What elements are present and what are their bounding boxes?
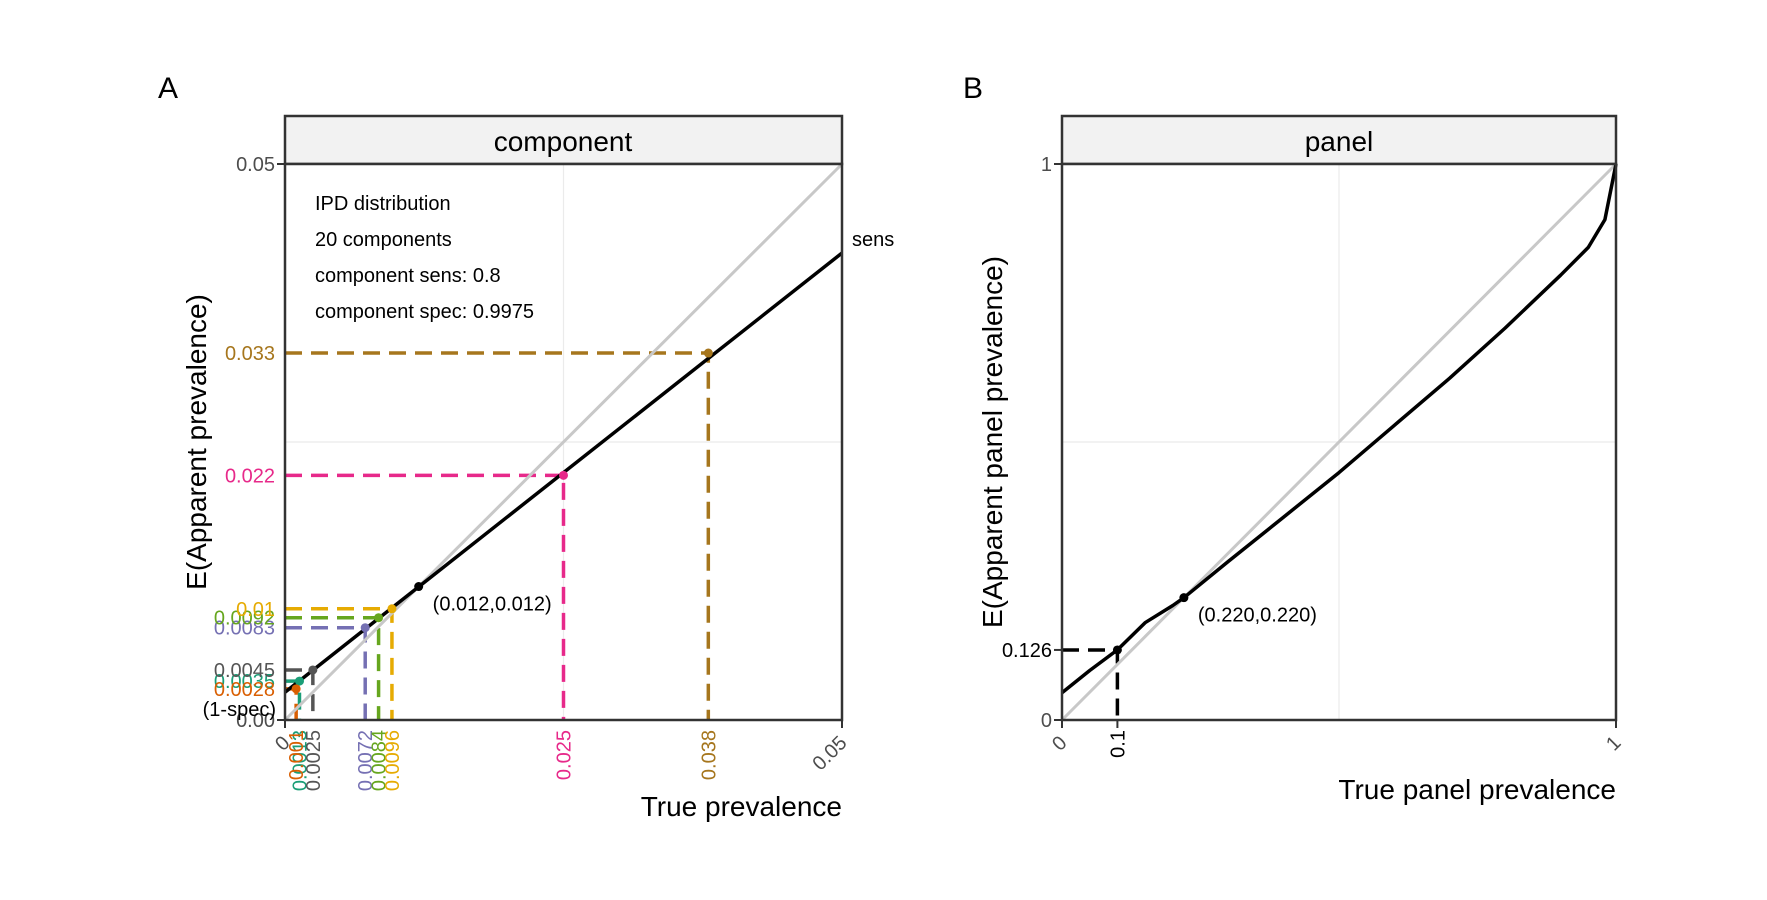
panel-b-identity-line (1060, 162, 1618, 722)
panel-b-y-value-label: 0.126 (1002, 640, 1052, 662)
panel-b-strip (1060, 114, 1618, 166)
panel-a-border (283, 162, 844, 722)
panel-a-letter: A (158, 72, 178, 105)
panel-a-y-value-label: 0.0035 (214, 671, 275, 693)
panel-b-y-tick-label: 0 (1041, 710, 1052, 732)
intercept-label: (1-spec) (203, 699, 276, 721)
panel-a-highlight-point-4 (374, 613, 384, 623)
panel-a-highlight-point-1 (308, 665, 318, 675)
panel-a: component (0.012,0.012) 0.00350.00130.00… (181, 114, 894, 822)
panel-b-points: (0.220,0.220) (1112, 593, 1317, 655)
panel-b-ylabel: E(Apparent panel prevalence) (977, 256, 1008, 628)
panel-b-strip-label: panel (1305, 126, 1374, 157)
panel-a-highlight-point-0 (294, 676, 304, 686)
panel-a-y-tick-label: 0.00 (236, 710, 275, 732)
panel-b-x-tick-label: 0 (1048, 732, 1071, 755)
panel-a-ylabel: E(Apparent prevalence) (181, 294, 212, 590)
panel-a-x-value-label: 0.0025 (303, 730, 325, 791)
panel-a-y-value-label: 0.0083 (214, 618, 275, 640)
panel-a-strip-label: component (494, 126, 633, 157)
panel-b-border (1060, 162, 1618, 722)
panel-b-crossover-label: (0.220,0.220) (1198, 605, 1317, 627)
panel-a-y-value-label: 0.0028 (214, 679, 275, 701)
panel-a-x-value-label: 0.025 (554, 730, 576, 780)
annotation-line-4: component spec: 0.9975 (315, 301, 534, 323)
panel-a-highlight-point-5 (387, 604, 397, 614)
panel-a-x-value-label: 0.0013 (289, 730, 311, 791)
panel-a-x-value-label: 0.001 (286, 730, 308, 780)
panel-a-x-value-label: 0.0096 (382, 730, 404, 791)
panel-a-y-tick-label: 0.05 (236, 154, 275, 176)
panel-a-crossover-label: (0.012,0.012) (433, 594, 552, 616)
panel-b: panel (0.220,0.220) 0.126 0.1 0 1 0 1 True pa… (977, 114, 1626, 805)
panel-a-strip (283, 114, 844, 166)
slope-label: sens (852, 229, 894, 251)
panel-a-xlabel: True prevalence (641, 791, 842, 822)
panel-a-y-value-label: 0.01 (236, 599, 275, 621)
annotation-line-2: 20 components (315, 229, 452, 251)
panel-b-highlight-point-0 (1112, 645, 1122, 655)
panel-a-x-value-label: 0.038 (698, 730, 720, 780)
panel-a-highlight-point-2 (291, 684, 301, 694)
panel-a-x-value-label: 0.0084 (369, 730, 391, 791)
panel-b-x-tick-label: 1 (1602, 732, 1625, 755)
panel-a-x-tick-label: 0.05 (808, 732, 851, 775)
panel-a-y-value-label: 0.033 (225, 343, 275, 365)
panel-a-identity-line (283, 162, 844, 722)
panel-b-lines (1060, 162, 1618, 722)
panel-a-guide-6 (285, 473, 566, 720)
panel-a-y-value-label: 0.0092 (214, 608, 275, 630)
panel-a-tick-labels: 0.0035 0.0013 0.0045 0.0025 0.0028 0.001 0.008… (214, 154, 852, 791)
panel-a-highlight-point-3 (360, 623, 370, 633)
panel-a-highlight-point-7 (703, 348, 713, 358)
panel-a-y-value-label: 0.0045 (214, 660, 275, 682)
panel-a-points: (0.012,0.012) (291, 348, 713, 694)
panel-b-x-value-label: 0.1 (1107, 730, 1129, 758)
annotation-line-3: component sens: 0.8 (315, 265, 501, 287)
panel-a-y-value-label: 0.022 (225, 465, 275, 487)
panel-a-annotation: IPD distribution 20 components component… (315, 193, 534, 323)
panel-a-crossover-point (414, 582, 424, 592)
panel-a-x-value-label: 0.0072 (355, 730, 377, 791)
panel-b-letter: B (963, 72, 983, 105)
panel-b-y-tick-label: 1 (1041, 154, 1052, 176)
panel-b-xlabel: True panel prevalence (1338, 774, 1616, 805)
panel-b-crossover-point (1179, 593, 1189, 603)
panel-b-apparent-line (1060, 163, 1618, 695)
annotation-line-1: IPD distribution (315, 193, 451, 215)
panel-a-highlight-point-6 (559, 470, 568, 480)
